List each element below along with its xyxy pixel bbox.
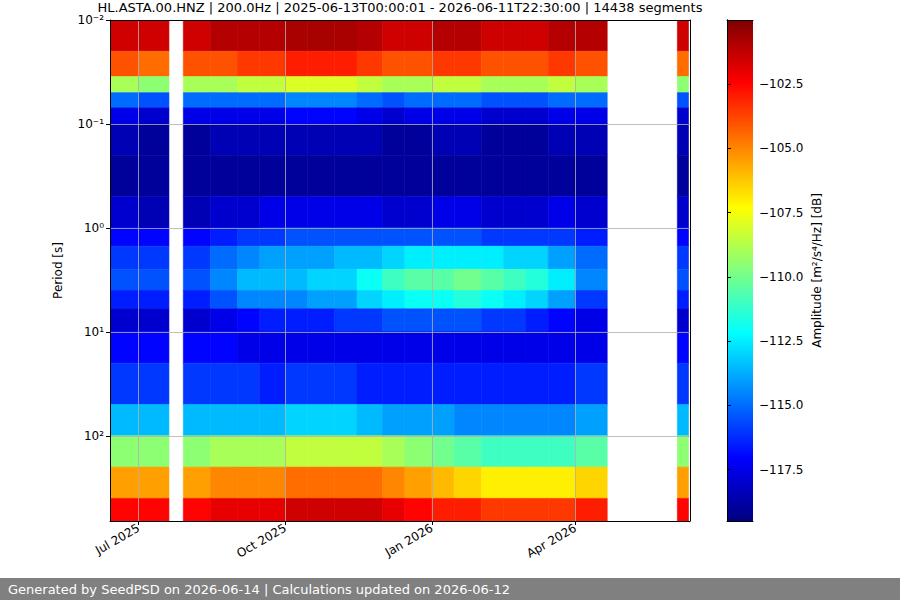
svg-text:−105.0: −105.0 (759, 141, 803, 155)
svg-text:10¹: 10¹ (84, 325, 104, 339)
svg-text:Jul 2025: Jul 2025 (92, 521, 142, 558)
svg-text:Jan 2026: Jan 2026 (382, 521, 436, 560)
svg-text:Generated by SeedPSD on 2026-0: Generated by SeedPSD on 2026-06-14 | Cal… (8, 582, 510, 597)
svg-text:−110.0: −110.0 (759, 270, 803, 284)
svg-text:−102.5: −102.5 (759, 77, 803, 91)
svg-text:10²: 10² (84, 429, 104, 443)
svg-text:10⁰: 10⁰ (84, 221, 104, 235)
svg-text:10⁻¹: 10⁻¹ (78, 117, 105, 131)
svg-text:Apr 2026: Apr 2026 (524, 521, 579, 561)
svg-text:−115.0: −115.0 (759, 398, 803, 412)
svg-text:Oct 2025: Oct 2025 (234, 521, 289, 561)
svg-text:HL.ASTA.00.HNZ | 200.0Hz | 202: HL.ASTA.00.HNZ | 200.0Hz | 2025-06-13T00… (98, 0, 703, 15)
svg-text:−112.5: −112.5 (759, 334, 803, 348)
svg-text:Amplitude [m²/s⁴/Hz] [dB]: Amplitude [m²/s⁴/Hz] [dB] (810, 193, 824, 348)
svg-text:Period [s]: Period [s] (51, 242, 65, 299)
svg-text:−107.5: −107.5 (759, 206, 803, 220)
svg-text:10⁻²: 10⁻² (78, 13, 105, 27)
svg-text:−117.5: −117.5 (759, 463, 803, 477)
